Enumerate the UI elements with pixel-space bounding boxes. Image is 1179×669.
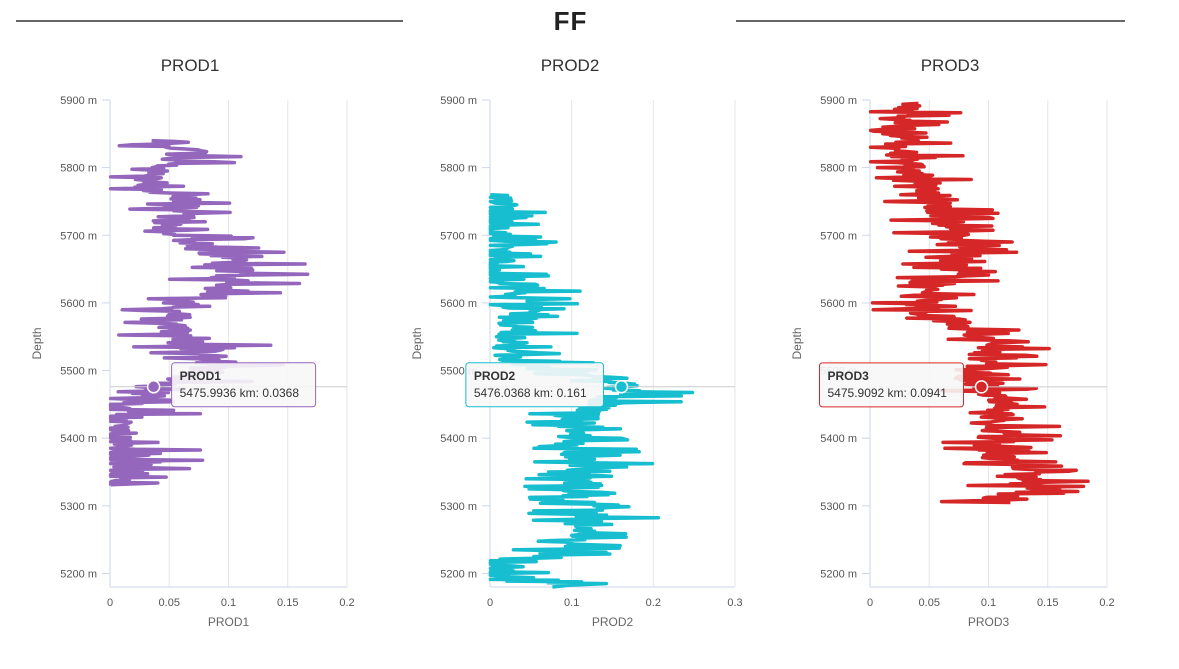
x-tick-label: 0 (487, 597, 493, 609)
x-tick-label: 0.1 (981, 597, 996, 609)
tooltip-series-name: PROD3 (828, 369, 870, 383)
tooltip-series-name: PROD2 (474, 369, 516, 383)
y-tick-label: 5800 m (60, 163, 97, 175)
chart-prod1: PROD1 0 0.05 0.1 0.15 0.2 5200 m 5300 m 5400 m 55… (30, 56, 355, 629)
x-tick-label: 0.05 (919, 597, 940, 609)
x-axis-title: PROD1 (208, 615, 250, 629)
y-tick-label: 5500 m (60, 366, 97, 378)
y-tick-label: 5600 m (820, 298, 857, 310)
series-line[interactable] (108, 138, 310, 487)
x-tick-label: 0.15 (277, 597, 298, 609)
tooltip-box (819, 362, 965, 408)
series-line[interactable] (488, 192, 695, 589)
tooltip-value: 5475.9092 km: 0.0941 (828, 386, 948, 400)
y-axis-title: Depth (30, 327, 44, 359)
x-tick-label: 0.05 (159, 597, 180, 609)
y-tick-label: 5300 m (820, 501, 857, 513)
tooltip-box (171, 362, 317, 408)
y-tick-label: 5900 m (820, 95, 857, 107)
x-tick-label: 0.15 (1037, 597, 1058, 609)
chart-title: PROD1 (161, 56, 220, 75)
y-tick-label: 5600 m (440, 298, 477, 310)
y-tick-label: 5200 m (820, 568, 857, 580)
series-line[interactable] (868, 101, 1090, 505)
y-tick-label: 5200 m (60, 568, 97, 580)
x-tick-label: 0.3 (727, 597, 742, 609)
x-axis-title: PROD2 (592, 615, 634, 629)
page-title: FF (553, 6, 588, 36)
x-tick-label: 0 (867, 597, 873, 609)
x-tick-label: 0 (107, 597, 113, 609)
tooltip-series-name: PROD1 (180, 369, 222, 383)
x-tick-label: 0.1 (221, 597, 236, 609)
y-tick-label: 5900 m (440, 95, 477, 107)
y-tick-label: 5200 m (440, 568, 477, 580)
title-rule-left (16, 20, 403, 22)
title-rule-right (736, 20, 1125, 22)
y-tick-label: 5700 m (60, 230, 97, 242)
tooltip: PROD1 5475.9936 km: 0.0368 (171, 362, 317, 408)
y-axis-title: Depth (410, 327, 424, 359)
y-tick-label: 5300 m (440, 501, 477, 513)
y-axis-title: Depth (790, 327, 804, 359)
y-tick-label: 5400 m (820, 433, 857, 445)
tooltip: PROD3 5475.9092 km: 0.0941 (819, 362, 965, 408)
tooltip-value: 5475.9936 km: 0.0368 (180, 386, 300, 400)
x-tick-label: 0.2 (1099, 597, 1114, 609)
y-tick-label: 5700 m (440, 230, 477, 242)
chart-title: PROD2 (541, 56, 600, 75)
tooltip-value: 5476.0368 km: 0.161 (474, 386, 587, 400)
x-tick-label: 0.2 (646, 597, 661, 609)
hover-marker[interactable] (974, 380, 989, 394)
x-tick-label: 0.1 (564, 597, 579, 609)
y-tick-label: 5700 m (820, 230, 857, 242)
x-tick-label: 0.2 (339, 597, 354, 609)
y-tick-label: 5300 m (60, 501, 97, 513)
hover-marker[interactable] (614, 380, 629, 394)
y-tick-label: 5800 m (820, 163, 857, 175)
y-tick-label: 5400 m (60, 433, 97, 445)
y-tick-label: 5800 m (440, 163, 477, 175)
x-axis-title: PROD3 (968, 615, 1010, 629)
y-tick-label: 5600 m (60, 298, 97, 310)
tooltip-box (465, 362, 604, 408)
y-tick-label: 5900 m (60, 95, 97, 107)
tooltip: PROD2 5476.0368 km: 0.161 (465, 362, 604, 408)
hover-marker[interactable] (146, 380, 161, 394)
y-tick-label: 5400 m (440, 433, 477, 445)
chart-title: PROD3 (921, 56, 980, 75)
